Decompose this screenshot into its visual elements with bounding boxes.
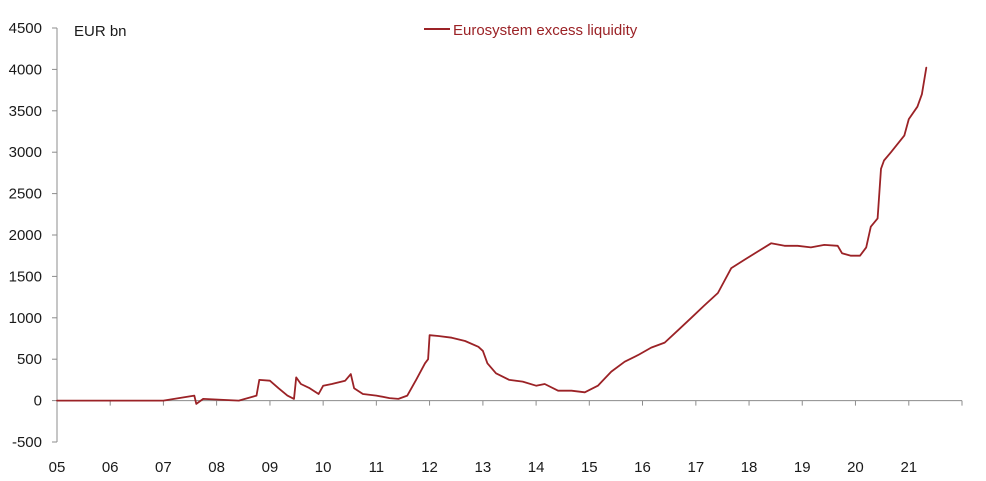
x-axis: 05 06 07 08 09 10 11 12 13 14 15 16 17 18 19 20 21	[49, 400, 963, 476]
x-tick-label: 19	[794, 459, 811, 476]
y-tick-label: 4500	[9, 20, 42, 37]
x-tick-label: 17	[688, 459, 705, 476]
series-layer	[56, 66, 928, 405]
x-tick-label: 15	[581, 459, 598, 476]
x-tick-label: 12	[421, 459, 438, 476]
y-tick-label: 3500	[9, 103, 42, 120]
y-tick-label: 2000	[9, 227, 42, 244]
x-tick-label: 06	[102, 459, 119, 476]
x-tick-label: 08	[208, 459, 225, 476]
y-tick-label: 1000	[9, 310, 42, 327]
y-tick-label: 4000	[9, 61, 42, 78]
x-tick-label: 21	[900, 459, 917, 476]
x-tick-label: 11	[369, 459, 385, 476]
x-tick-label: 05	[49, 459, 66, 476]
legend-label: Eurosystem excess liquidity	[453, 22, 638, 39]
y-unit-label: EUR bn	[74, 23, 127, 40]
y-tick-label: 500	[17, 351, 42, 368]
y-tick-label: 1500	[9, 268, 42, 285]
x-tick-label: 13	[475, 459, 492, 476]
x-tick-label: 09	[262, 459, 279, 476]
y-tick-label: 2500	[9, 186, 42, 203]
x-tick-label: 14	[528, 459, 545, 476]
y-tick-label: 3000	[9, 144, 42, 161]
series-line	[56, 66, 928, 405]
y-tick-label: 0	[34, 393, 42, 410]
x-tick-label: 18	[741, 459, 758, 476]
legend: Eurosystem excess liquidity	[424, 22, 638, 39]
y-tick-label: -500	[12, 434, 42, 451]
x-tick-label: 20	[847, 459, 864, 476]
y-axis: -500 0 500 1000 1500 2000 2500 3000 3500 4000 4500	[9, 20, 58, 451]
x-tick-label: 10	[315, 459, 332, 476]
x-tick-label: 16	[634, 459, 651, 476]
x-tick-label: 07	[155, 459, 172, 476]
